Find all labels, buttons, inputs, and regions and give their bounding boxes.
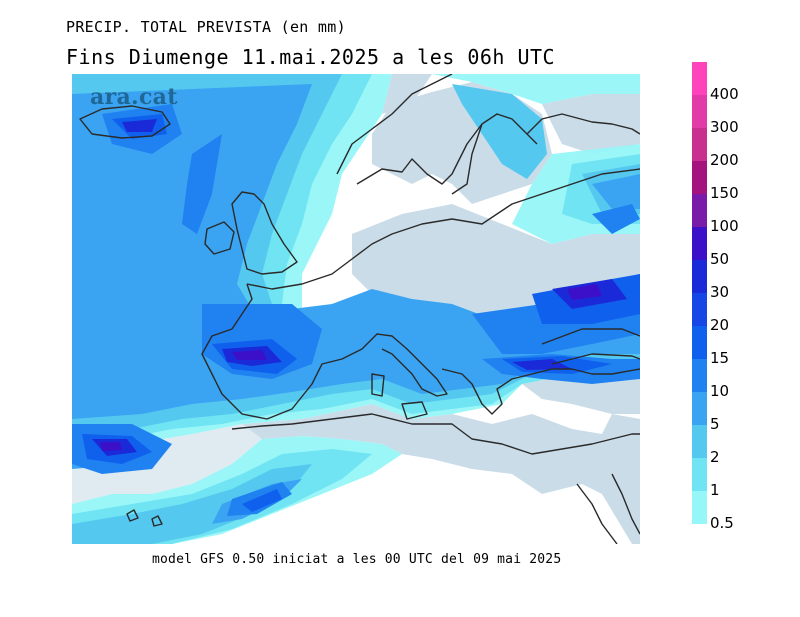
- legend-label: 400: [710, 85, 739, 103]
- legend-label: 300: [710, 118, 739, 136]
- legend-swatch: [692, 194, 707, 227]
- legend-swatch: [692, 161, 707, 194]
- legend-swatch: [692, 95, 707, 128]
- legend-label: 200: [710, 151, 739, 169]
- legend-label: 1: [710, 481, 720, 499]
- model-run-footer: model GFS 0.50 iniciat a les 00 UTC del …: [152, 552, 562, 567]
- title-line-1: PRECIP. TOTAL PREVISTA (en mm): [66, 18, 346, 36]
- legend-swatch: [692, 293, 707, 326]
- legend-swatch: [692, 392, 707, 425]
- legend-swatch: [692, 326, 707, 359]
- legend-label: 100: [710, 217, 739, 235]
- aracat-logo: ara.cat: [90, 84, 178, 110]
- legend-label: 2: [710, 448, 720, 466]
- legend-label: 15: [710, 349, 730, 367]
- legend-label: 30: [710, 283, 730, 301]
- legend-swatch: [692, 491, 707, 524]
- legend-label: 10: [710, 382, 730, 400]
- legend-swatch: [692, 458, 707, 491]
- precip-30: [100, 284, 602, 451]
- legend-swatch: [692, 128, 707, 161]
- legend-swatch: [692, 62, 707, 95]
- legend-swatch: [692, 227, 707, 260]
- legend-swatch: [692, 359, 707, 392]
- legend-label: 0.5: [710, 514, 734, 532]
- title-line-2: Fins Diumenge 11.mai.2025 a les 06h UTC: [66, 45, 556, 69]
- legend-swatch: [692, 260, 707, 293]
- precip-legend: 400 300 200 150 100 50 30 20 15 10 5 2 1 0.5: [692, 62, 762, 531]
- precipitation-map: [72, 74, 640, 544]
- legend-label: 150: [710, 184, 739, 202]
- coastlines: [79, 74, 640, 544]
- legend-label: 50: [710, 250, 730, 268]
- legend-label: 5: [710, 415, 720, 433]
- legend-label: 20: [710, 316, 730, 334]
- legend-swatch: [692, 425, 707, 458]
